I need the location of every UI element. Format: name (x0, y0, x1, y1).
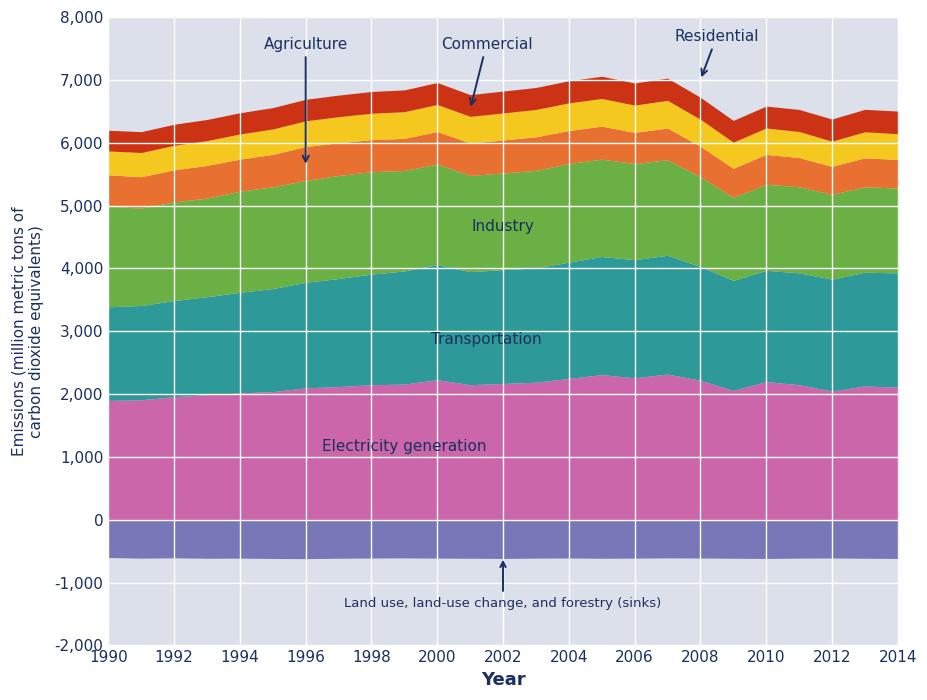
Text: Transportation: Transportation (431, 332, 541, 347)
Text: Commercial: Commercial (440, 36, 532, 105)
Text: Industry: Industry (471, 219, 534, 234)
Y-axis label: Emissions (million metric tons of
carbon dioxide equivalents): Emissions (million metric tons of carbon… (11, 206, 44, 456)
Text: Electricity generation: Electricity generation (322, 439, 486, 454)
Text: Residential: Residential (674, 29, 758, 76)
X-axis label: Year: Year (480, 671, 525, 689)
Text: Agriculture: Agriculture (263, 36, 348, 162)
Text: Land use, land-use change, and forestry (sinks): Land use, land-use change, and forestry … (344, 562, 661, 610)
